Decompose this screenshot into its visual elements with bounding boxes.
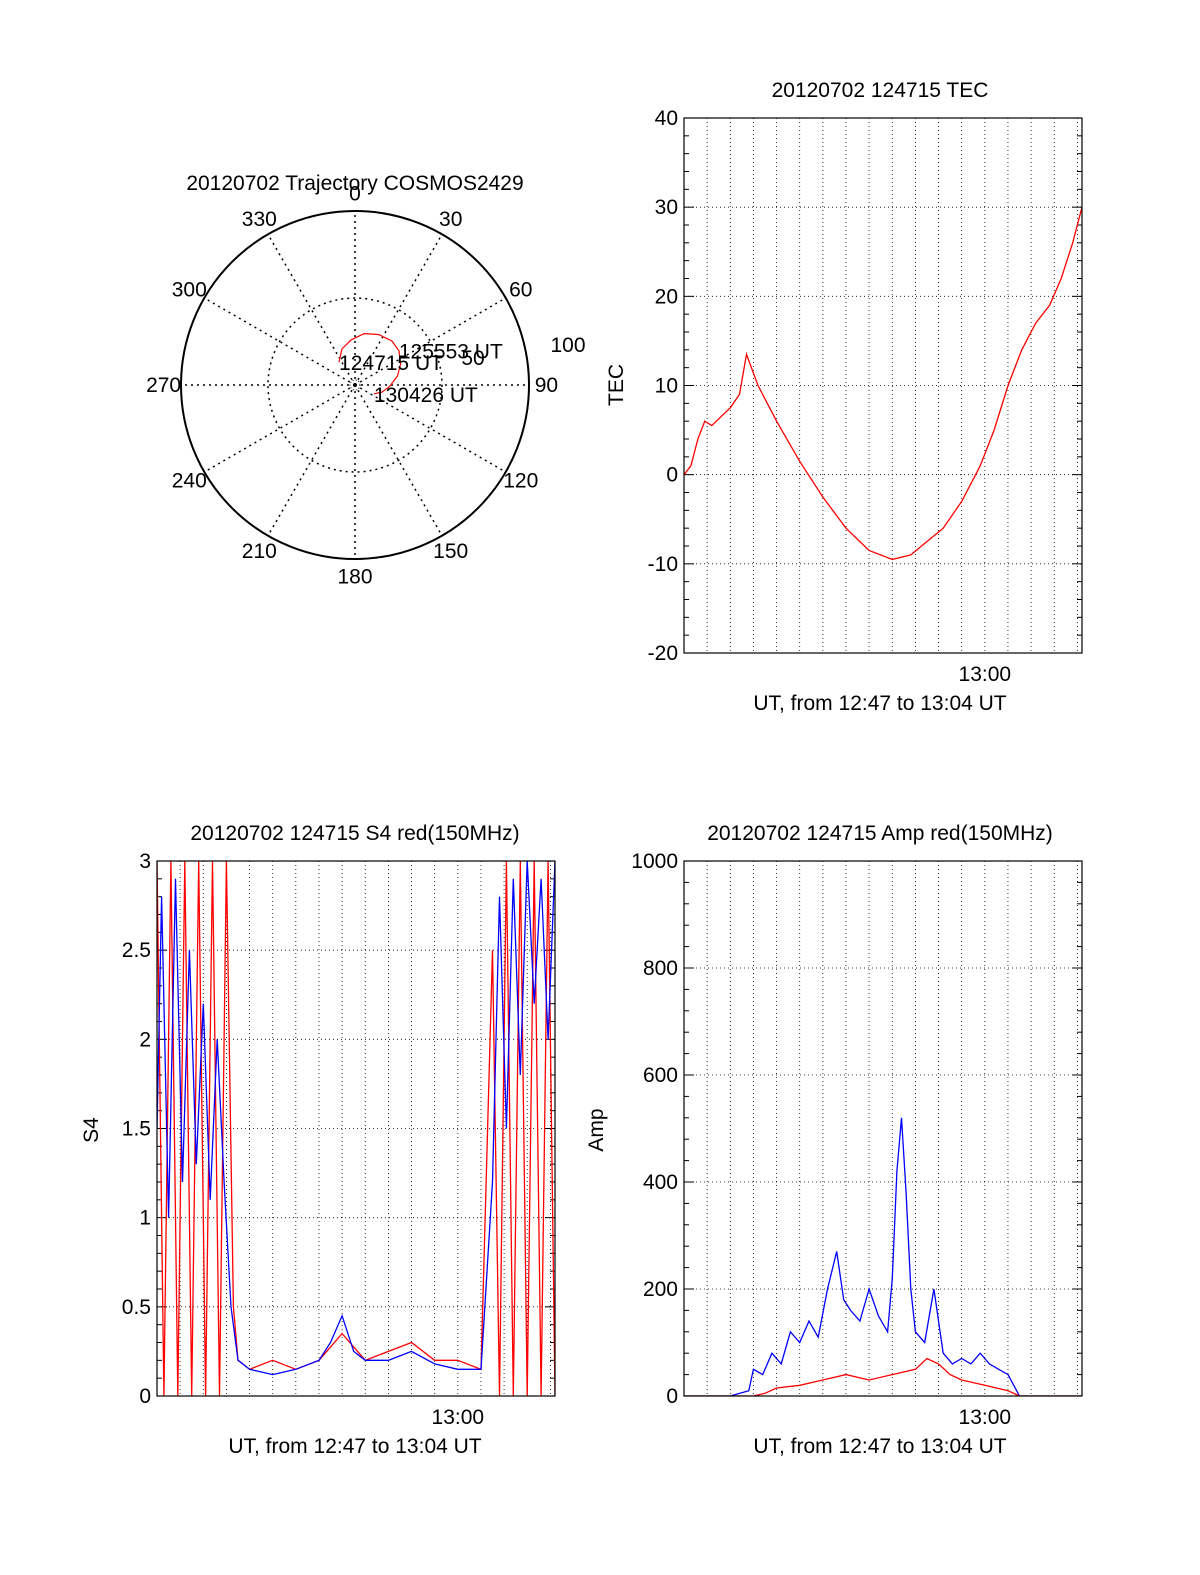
- azimuth-label: 30: [439, 208, 462, 231]
- azimuth-label: 90: [535, 374, 558, 397]
- trajectory-title: 20120702 Trajectory COSMOS2429: [186, 172, 523, 195]
- y-tick-label: 0: [666, 464, 678, 487]
- s4-title: 20120702 124715 S4 red(150MHz): [190, 822, 519, 845]
- x-tick-label: 13:00: [959, 663, 1012, 686]
- s4-xlabel: UT, from 12:47 to 13:04 UT: [228, 1435, 481, 1458]
- azimuth-label: 180: [337, 565, 372, 588]
- trajectory-plot: 20120702 Trajectory COSMOS2429 0 30 60 90 12…: [146, 172, 585, 588]
- series-line: [157, 861, 555, 1376]
- polar-spoke: [267, 384, 356, 537]
- y-tick-label: 1000: [631, 850, 678, 873]
- polar-spoke: [354, 297, 507, 386]
- amp-xlabel: UT, from 12:47 to 13:04 UT: [753, 1435, 1006, 1458]
- y-tick-label: 0.5: [122, 1296, 151, 1319]
- azimuth-label: 210: [242, 540, 277, 563]
- s4-ylabel: S4: [80, 1117, 103, 1143]
- y-tick-label: 600: [643, 1064, 678, 1087]
- elevation-label: 50: [461, 347, 484, 370]
- series-line: [684, 1117, 1082, 1396]
- y-tick-label: 0: [139, 1385, 151, 1408]
- y-tick-label: 2.5: [122, 939, 151, 962]
- y-tick-label: 1.5: [122, 1118, 151, 1141]
- y-tick-label: 20: [655, 285, 678, 308]
- amp-title: 20120702 124715 Amp red(150MHz): [707, 822, 1053, 845]
- plot-frame: [683, 860, 1083, 1397]
- tec-xlabel: UT, from 12:47 to 13:04 UT: [753, 692, 1006, 715]
- trajectory-line: [338, 332, 402, 395]
- y-tick-label: 200: [643, 1278, 678, 1301]
- polar-spoke: [354, 384, 507, 473]
- polar-spoke: [354, 233, 443, 386]
- trajectory-time-label: 124715 UT: [339, 352, 443, 375]
- tec-ylabel: TEC: [605, 364, 628, 406]
- y-tick-label: 2: [139, 1028, 151, 1051]
- y-tick-label: 40: [655, 107, 678, 130]
- y-tick-label: 30: [655, 196, 678, 219]
- elevation-label: 100: [550, 334, 585, 357]
- tec-plot: 20120702 124715 TEC TEC UT, from 12:47 t…: [605, 79, 1083, 715]
- plot-frame: [156, 860, 556, 1397]
- y-tick-label: 0: [666, 1385, 678, 1408]
- amp-plot: 20120702 124715 Amp red(150MHz) Amp UT, …: [585, 822, 1083, 1458]
- polar-outer-circle: [180, 210, 530, 560]
- trajectory-time-label: 125553 UT: [399, 341, 503, 364]
- azimuth-label: 240: [172, 470, 207, 493]
- polar-spoke: [354, 384, 443, 537]
- y-tick-label: 800: [643, 957, 678, 980]
- polar-spoke: [203, 297, 356, 386]
- azimuth-label: 270: [146, 374, 181, 397]
- azimuth-label: 0: [349, 183, 361, 206]
- y-tick-label: -20: [648, 642, 678, 665]
- series-line: [157, 861, 555, 1396]
- azimuth-label: 330: [242, 208, 277, 231]
- polar-spoke: [267, 233, 356, 386]
- trajectory-time-label: 130426 UT: [374, 384, 478, 407]
- y-tick-label: -10: [648, 553, 678, 576]
- azimuth-label: 60: [509, 278, 532, 301]
- y-tick-label: 400: [643, 1171, 678, 1194]
- y-tick-label: 1: [139, 1207, 151, 1230]
- series-line: [684, 1357, 1082, 1396]
- plot-frame: [683, 117, 1083, 654]
- series-line: [684, 207, 1082, 561]
- s4-plot: 20120702 124715 S4 red(150MHz) S4 UT, fr…: [80, 822, 556, 1458]
- amp-ylabel: Amp: [585, 1108, 608, 1151]
- polar-center: [349, 379, 361, 391]
- tec-title: 20120702 124715 TEC: [772, 79, 989, 102]
- x-tick-label: 13:00: [959, 1406, 1012, 1429]
- polar-spoke: [203, 384, 356, 473]
- polar-grid-circle: [267, 297, 443, 473]
- azimuth-label: 150: [433, 540, 468, 563]
- azimuth-label: 120: [503, 470, 538, 493]
- x-tick-label: 13:00: [432, 1406, 485, 1429]
- y-tick-label: 10: [655, 375, 678, 398]
- y-tick-label: 3: [139, 850, 151, 873]
- azimuth-label: 300: [172, 278, 207, 301]
